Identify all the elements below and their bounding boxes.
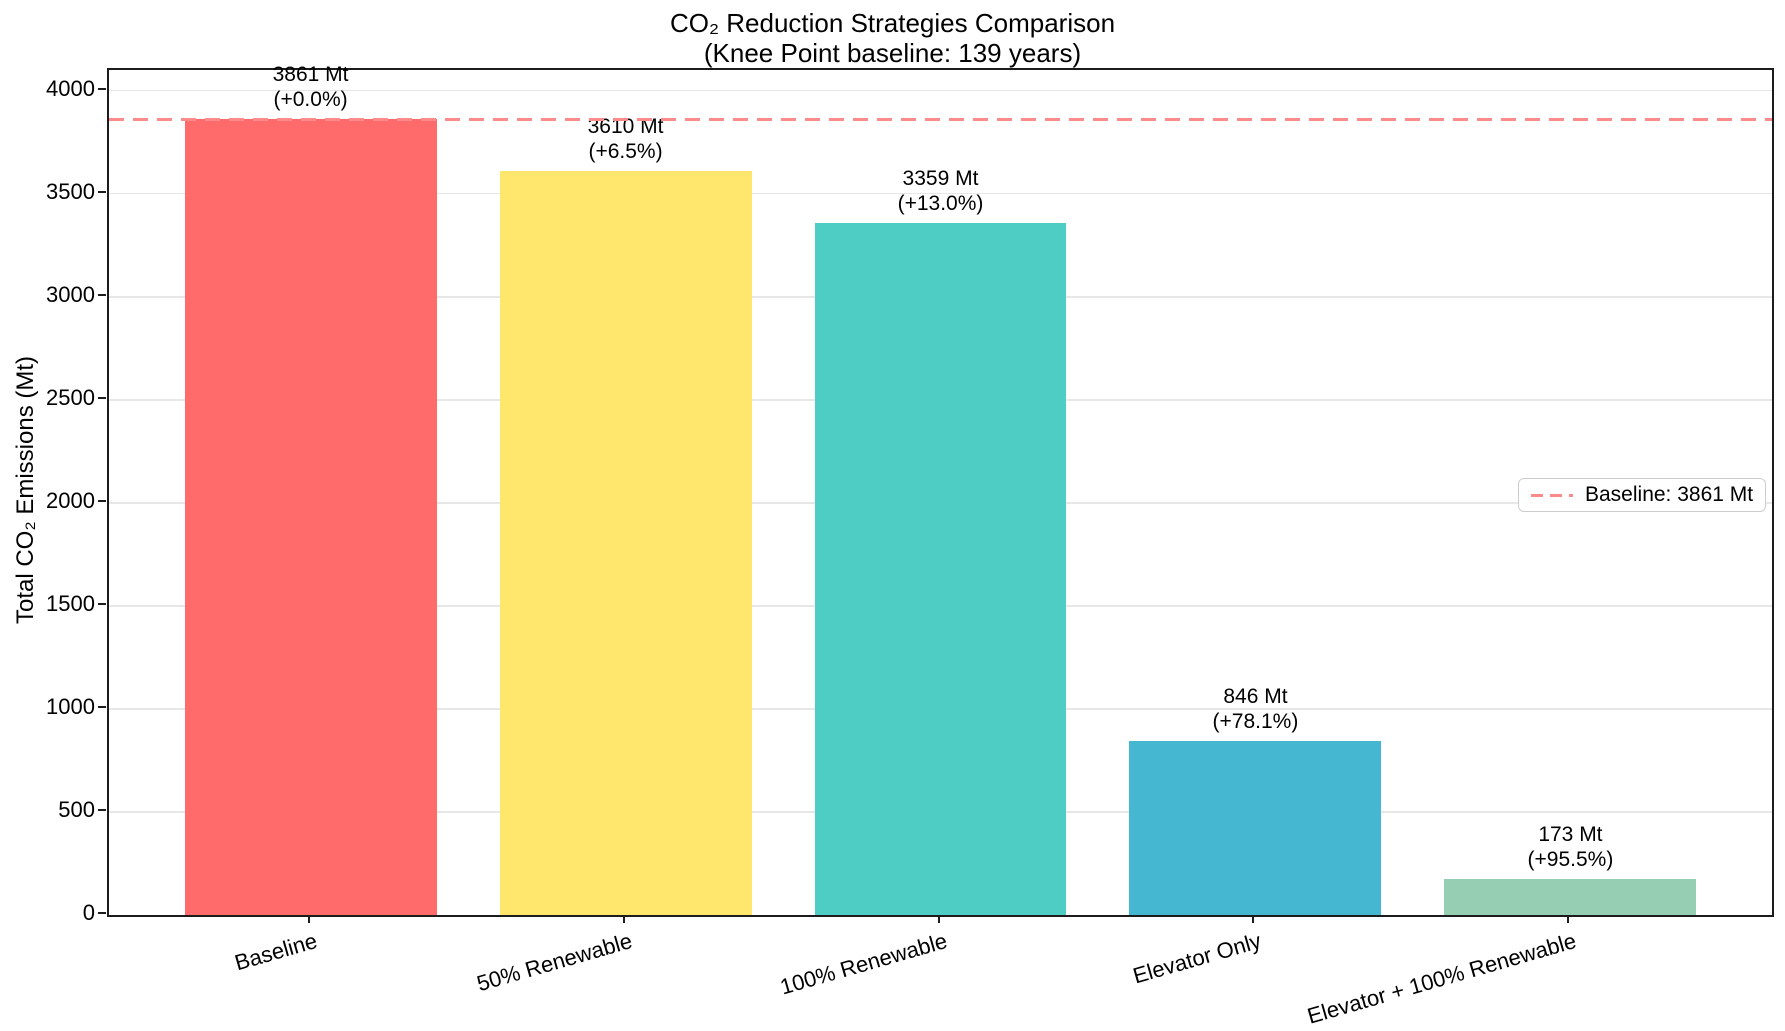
legend-label: Baseline: 3861 Mt <box>1585 483 1754 506</box>
x-tick-label: Elevator Only <box>1130 928 1265 989</box>
x-tick-label: Elevator + 100% Renewable <box>1304 928 1580 1029</box>
bar-value-label: 3861 Mt (+0.0%) <box>273 62 349 112</box>
x-tick-mark <box>1252 915 1255 923</box>
bar <box>1129 740 1382 915</box>
y-tick-label: 1500 <box>46 590 95 616</box>
y-tick-mark <box>98 705 106 708</box>
chart-title: CO₂ Reduction Strategies Comparison <box>669 8 1116 38</box>
y-tick-mark <box>98 602 106 605</box>
legend-dashed-line-icon <box>1531 493 1573 497</box>
y-tick-mark <box>98 912 106 914</box>
gridline <box>109 89 1772 92</box>
y-tick-label: 1000 <box>46 693 95 719</box>
bar <box>184 119 437 915</box>
bar-percent-text: (+13.0%) <box>897 191 984 215</box>
bar-percent-text: (+0.0%) <box>273 88 348 112</box>
bar-percent-text: (+95.5%) <box>1527 848 1614 872</box>
y-tick-mark <box>98 190 106 193</box>
x-tick-mark <box>1567 915 1570 923</box>
bar-value-text: 846 Mt <box>1223 684 1288 708</box>
x-tick-mark <box>307 915 310 923</box>
bar-value-label: 3610 Mt (+6.5%) <box>588 114 664 164</box>
x-tick-label: 100% Renewable <box>776 928 950 1000</box>
x-tick-mark <box>622 915 625 923</box>
y-tick-label: 500 <box>58 796 95 822</box>
bar <box>1444 879 1697 915</box>
chart-title-block: CO₂ Reduction Strategies Comparison (Kne… <box>0 8 1785 68</box>
bar-value-label: 173 Mt (+95.5%) <box>1528 822 1614 872</box>
y-tick-mark <box>98 499 106 502</box>
x-tick-label: Baseline <box>231 928 320 976</box>
bar-value-label: 3359 Mt (+13.0%) <box>898 166 984 216</box>
y-tick-label: 4000 <box>46 75 95 101</box>
bar-value-text: 3359 Mt <box>902 166 979 190</box>
y-tick-label: 2000 <box>46 487 95 513</box>
y-tick-mark <box>98 808 106 811</box>
bar-percent-text: (+78.1%) <box>1212 709 1299 733</box>
y-tick-mark <box>98 396 106 399</box>
x-tick-mark <box>937 915 940 923</box>
chart-subtitle: (Knee Point baseline: 139 years) <box>703 38 1082 68</box>
y-tick-label: 0 <box>82 900 95 925</box>
plot-area: 3861 Mt (+0.0%) 3610 Mt (+6.5%) 3359 Mt (+13.… <box>107 63 1774 917</box>
bar-value-text: 3861 Mt <box>272 63 349 87</box>
bar <box>499 171 752 915</box>
baseline-reference-line <box>109 117 1772 121</box>
y-tick-label: 3500 <box>46 178 95 204</box>
bar-value-text: 173 Mt <box>1538 823 1603 847</box>
bar-value-label: 846 Mt (+78.1%) <box>1213 684 1299 734</box>
y-tick-label: 3000 <box>46 281 95 307</box>
bar <box>814 222 1067 915</box>
legend: Baseline: 3861 Mt <box>1518 478 1767 512</box>
x-tick-label: 50% Renewable <box>473 928 635 997</box>
y-tick-label: 2500 <box>46 384 95 410</box>
y-tick-mark <box>98 87 106 90</box>
bar-percent-text: (+6.5%) <box>588 139 663 163</box>
y-tick-mark <box>98 293 106 296</box>
gridline <box>109 192 1772 195</box>
